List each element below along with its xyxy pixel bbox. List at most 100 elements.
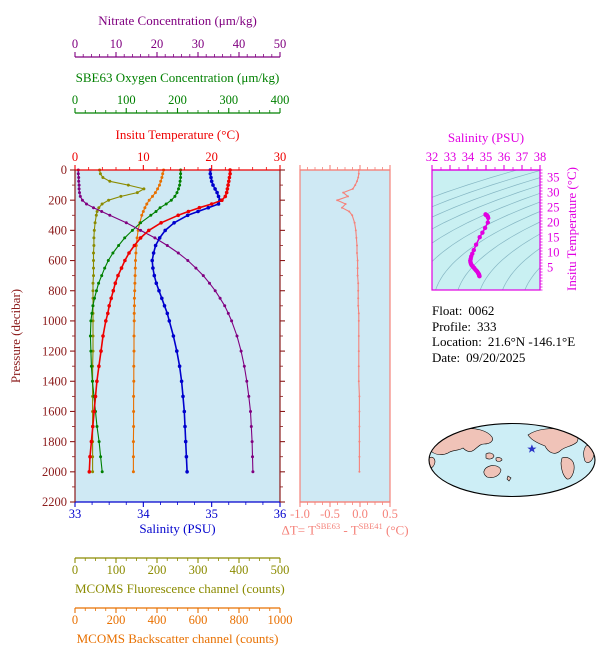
sbe63-oxygen-concentration-m-kg-curve xyxy=(88,168,183,474)
svg-text:15: 15 xyxy=(547,231,560,245)
svg-text:1400: 1400 xyxy=(42,374,67,388)
svg-text:36: 36 xyxy=(274,507,287,521)
svg-text:2200: 2200 xyxy=(42,495,67,509)
svg-text:30: 30 xyxy=(547,186,560,200)
svg-text:300: 300 xyxy=(189,563,208,577)
svg-text:5: 5 xyxy=(547,261,553,275)
main-profile-plot xyxy=(76,168,255,474)
svg-text:1000: 1000 xyxy=(268,613,293,627)
svg-text:33: 33 xyxy=(444,150,457,164)
svg-text:400: 400 xyxy=(230,563,249,577)
svg-text:10: 10 xyxy=(137,150,150,164)
svg-text:35: 35 xyxy=(547,171,560,185)
svg-text:1200: 1200 xyxy=(42,344,67,358)
svg-text:0: 0 xyxy=(61,163,67,177)
location-line: Location: 21.6°N -146.1°E xyxy=(432,334,575,350)
svg-text:800: 800 xyxy=(48,284,67,298)
svg-text:0: 0 xyxy=(72,563,78,577)
svg-text:1800: 1800 xyxy=(42,435,67,449)
nitrate-axis-title: Nitrate Concentration (μm/kg) xyxy=(98,13,257,28)
svg-text:800: 800 xyxy=(230,613,249,627)
svg-text:30: 30 xyxy=(192,37,205,51)
svg-text:38: 38 xyxy=(534,150,547,164)
delta-t-title-sup2: SBE41 xyxy=(358,521,383,531)
float-id-line: Float: 0062 xyxy=(432,303,575,319)
svg-text:300: 300 xyxy=(219,93,238,107)
svg-text:1600: 1600 xyxy=(42,405,67,419)
svg-text:-1.0: -1.0 xyxy=(290,507,310,521)
svg-text:500: 500 xyxy=(271,563,290,577)
svg-text:0.0: 0.0 xyxy=(352,507,368,521)
svg-text:34: 34 xyxy=(137,507,150,521)
svg-text:33: 33 xyxy=(69,507,82,521)
delta-t-title-sup1: SBE63 xyxy=(316,521,341,531)
svg-text:50: 50 xyxy=(274,37,287,51)
svg-text:10: 10 xyxy=(110,37,123,51)
world-map xyxy=(428,422,596,498)
date-value: 09/20/2025 xyxy=(466,349,526,365)
profile-line: Profile: 333 xyxy=(432,319,575,335)
backscatter-axis-title: MCOMS Backscatter channel (counts) xyxy=(76,631,279,646)
svg-text:100: 100 xyxy=(117,93,136,107)
fluorescence-axis-title: MCOMS Fluorescence channel (counts) xyxy=(75,581,285,596)
ts-temperature-axis-title: Insitu Temperature (°C) xyxy=(564,167,579,291)
svg-text:2000: 2000 xyxy=(42,465,67,479)
density-contours xyxy=(432,170,540,290)
delta-t-title-part: ΔT= T xyxy=(281,522,317,538)
svg-text:0: 0 xyxy=(72,93,78,107)
plot-backgrounds xyxy=(75,170,540,502)
float-label: Float: xyxy=(432,303,463,318)
svg-text:34: 34 xyxy=(462,150,475,164)
delta-t-title-part: (°C) xyxy=(382,522,409,538)
nitrate-concentration-m-kg-curve xyxy=(76,168,255,474)
location-value: 21.6°N -146.1°E xyxy=(487,334,576,349)
insitu-temperature-c-curve xyxy=(87,168,232,474)
profile-value: 333 xyxy=(477,318,497,334)
svg-text:200: 200 xyxy=(168,93,187,107)
svg-text:35: 35 xyxy=(205,507,218,521)
ts-curve xyxy=(468,212,491,279)
svg-text:20: 20 xyxy=(205,150,218,164)
svg-text:200: 200 xyxy=(48,193,67,207)
svg-text:32: 32 xyxy=(426,150,439,164)
float-value: 0062 xyxy=(468,303,495,318)
svg-text:35: 35 xyxy=(480,150,493,164)
temperature-axis-title: Insitu Temperature (°C) xyxy=(115,127,240,142)
profile-label: Profile: xyxy=(432,318,471,334)
svg-text:400: 400 xyxy=(48,224,67,238)
svg-text:0.5: 0.5 xyxy=(382,507,398,521)
svg-text:0: 0 xyxy=(72,613,78,627)
mcoms-backscatter-channel-counts-curve xyxy=(131,168,166,474)
svg-text:30: 30 xyxy=(274,150,287,164)
svg-text:20: 20 xyxy=(547,216,560,230)
pressure-axis-title: Pressure (decibar) xyxy=(8,288,23,384)
salinity-psu-curve xyxy=(150,168,222,474)
svg-text:100: 100 xyxy=(107,563,126,577)
date-line: Date: 09/20/2025 xyxy=(432,350,575,366)
salinity-axis-title: Salinity (PSU) xyxy=(139,521,216,536)
svg-text:600: 600 xyxy=(48,254,67,268)
svg-text:10: 10 xyxy=(547,246,560,260)
svg-text:36: 36 xyxy=(498,150,511,164)
svg-text:200: 200 xyxy=(148,563,167,577)
svg-text:20: 20 xyxy=(151,37,164,51)
svg-text:-0.5: -0.5 xyxy=(320,507,340,521)
delta-t-title-part: - T xyxy=(340,522,359,538)
svg-text:400: 400 xyxy=(148,613,167,627)
svg-text:1000: 1000 xyxy=(42,314,67,328)
oxygen-axis-title: SBE63 Oxygen Concentration (μm/kg) xyxy=(75,70,280,85)
float-info-block: Float: 0062 Profile: 333 Location: 21.6°N -… xyxy=(432,303,575,365)
svg-text:0: 0 xyxy=(72,37,78,51)
delta-t-axis-title: ΔT= TSBE63 - TSBE41 (°C) xyxy=(280,521,410,538)
svg-text:37: 37 xyxy=(516,150,529,164)
date-label: Date: xyxy=(432,349,461,365)
ts-salinity-axis-title: Salinity (PSU) xyxy=(447,130,525,145)
delta-t-plot: -1.0 -0.5 0.0 0.5 xyxy=(290,165,398,521)
svg-text:200: 200 xyxy=(107,613,126,627)
svg-text:25: 25 xyxy=(547,201,560,215)
float-location-star xyxy=(527,444,537,453)
